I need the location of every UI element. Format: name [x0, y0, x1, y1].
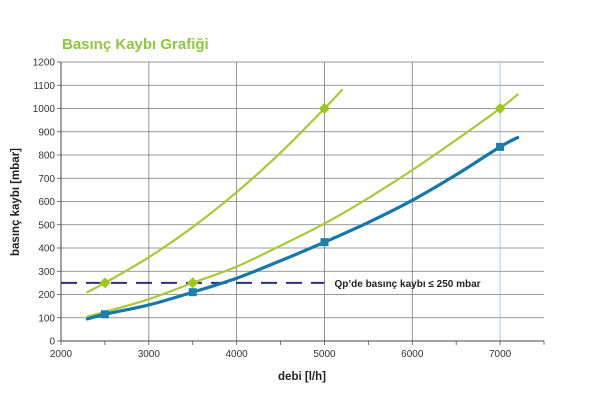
series-line-3: [85, 135, 520, 321]
axes: 0 100 200 300 400 500 600 700 800 900 1000 1100 1200…: [33, 58, 545, 360]
square-marker: [496, 142, 505, 151]
y-tick-label: 700: [38, 174, 55, 185]
reference-line-group: Qp’de basınç kaybı ≤ 250 mbar: [61, 279, 481, 290]
y-tick-label: 200: [38, 290, 55, 301]
y-tick-label: 1100: [33, 81, 55, 92]
y-tick-label: 600: [38, 197, 55, 208]
x-tick-label: 6000: [401, 349, 424, 360]
reference-line-label: Qp’de basınç kaybı ≤ 250 mbar: [334, 279, 480, 290]
x-axis-label: debi [l/h]: [278, 371, 326, 383]
square-marker: [320, 238, 329, 247]
grid: [61, 61, 544, 341]
x-tick-label: 3000: [138, 349, 161, 360]
x-tick-label: 2000: [50, 349, 73, 360]
series-line-1: [86, 88, 344, 294]
x-tick-label: 7000: [489, 349, 512, 360]
y-tick-label: 400: [38, 244, 55, 255]
y-tick-label: 300: [38, 267, 55, 278]
y-tick-label: 1200: [33, 58, 56, 69]
square-marker: [100, 310, 109, 319]
square-marker: [188, 288, 197, 297]
y-tick-label: 800: [38, 151, 55, 162]
diamond-marker: [99, 277, 111, 289]
y-tick-label: 1000: [33, 104, 56, 115]
y-tick-label: 900: [38, 127, 55, 138]
y-tick-label: 100: [38, 313, 55, 324]
y-tick-label: 500: [38, 220, 55, 231]
chart-title: Basınç Kaybı Grafiği: [62, 36, 209, 53]
diamond-marker: [187, 277, 199, 289]
diamond-marker: [318, 103, 330, 114]
markers-group: [99, 103, 506, 319]
x-tick-label: 4000: [226, 349, 249, 360]
x-tick-label: 5000: [313, 349, 336, 360]
series-line-2: [86, 93, 519, 318]
diamond-marker: [494, 103, 506, 114]
y-axis-label: basınç kaybı [mbar]: [10, 148, 22, 256]
y-tick-label: 0: [49, 337, 55, 348]
